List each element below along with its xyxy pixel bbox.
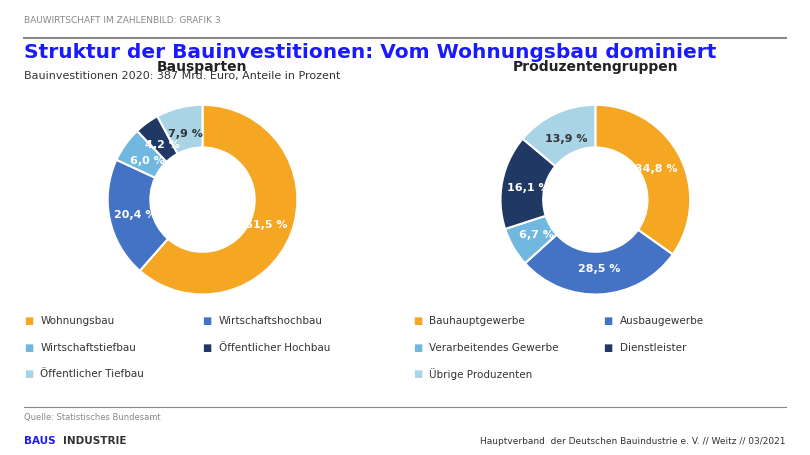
Wedge shape <box>108 161 168 271</box>
Text: ■: ■ <box>202 342 211 352</box>
Text: Bauhauptgewerbe: Bauhauptgewerbe <box>429 316 525 326</box>
Text: ■: ■ <box>603 342 612 352</box>
Text: BAUWIRTSCHAFT IM ZAHLENBILD: GRAFIK 3: BAUWIRTSCHAFT IM ZAHLENBILD: GRAFIK 3 <box>24 16 221 25</box>
Text: ■: ■ <box>603 316 612 326</box>
Text: ■: ■ <box>202 316 211 326</box>
Text: 6,7 %: 6,7 % <box>519 229 554 239</box>
Text: Dienstleister: Dienstleister <box>620 342 686 352</box>
Text: Wirtschaftstiefbau: Wirtschaftstiefbau <box>40 342 136 352</box>
Text: INDUSTRIE: INDUSTRIE <box>63 435 126 445</box>
Text: Hauptverband  der Deutschen Bauindustrie e. V. // Weitz // 03/2021: Hauptverband der Deutschen Bauindustrie … <box>480 436 786 445</box>
Title: Bausparten: Bausparten <box>157 60 248 74</box>
Wedge shape <box>522 106 595 167</box>
Text: 7,9 %: 7,9 % <box>168 129 203 139</box>
Text: Öffentlicher Tiefbau: Öffentlicher Tiefbau <box>40 369 144 379</box>
Wedge shape <box>525 230 673 295</box>
Wedge shape <box>501 139 556 229</box>
Text: 34,8 %: 34,8 % <box>635 164 677 174</box>
Text: Öffentlicher Hochbau: Öffentlicher Hochbau <box>219 342 330 352</box>
Text: 61,5 %: 61,5 % <box>245 219 288 229</box>
Text: Struktur der Bauinvestitionen: Vom Wohnungsbau dominiert: Struktur der Bauinvestitionen: Vom Wohnu… <box>24 43 717 62</box>
Text: Ausbaugewerbe: Ausbaugewerbe <box>620 316 704 326</box>
Wedge shape <box>140 106 297 295</box>
Text: Verarbeitendes Gewerbe: Verarbeitendes Gewerbe <box>429 342 559 352</box>
Text: ■: ■ <box>413 369 422 379</box>
Text: ■: ■ <box>24 369 33 379</box>
Text: ■: ■ <box>24 316 33 326</box>
Text: ■: ■ <box>24 342 33 352</box>
Text: 6,0 %: 6,0 % <box>130 156 164 166</box>
Wedge shape <box>117 131 167 178</box>
Wedge shape <box>595 106 690 255</box>
Wedge shape <box>505 216 556 264</box>
Text: 20,4 %: 20,4 % <box>114 209 157 219</box>
Text: ■: ■ <box>413 342 422 352</box>
Text: Bauinvestitionen 2020: 387 Mrd. Euro, Anteile in Prozent: Bauinvestitionen 2020: 387 Mrd. Euro, An… <box>24 71 341 81</box>
Text: BAUS: BAUS <box>24 435 56 445</box>
Wedge shape <box>157 106 202 154</box>
Text: 16,1 %: 16,1 % <box>507 182 550 192</box>
Text: 13,9 %: 13,9 % <box>545 133 588 143</box>
Text: ■: ■ <box>413 316 422 326</box>
Title: Produzentengruppen: Produzentengruppen <box>513 60 678 74</box>
Text: Wirtschaftshochbau: Wirtschaftshochbau <box>219 316 322 326</box>
Text: Wohnungsbau: Wohnungsbau <box>40 316 115 326</box>
Text: 4,2 %: 4,2 % <box>145 140 180 150</box>
Text: 28,5 %: 28,5 % <box>578 263 620 273</box>
Wedge shape <box>137 117 177 162</box>
Text: Quelle: Statistisches Bundesamt: Quelle: Statistisches Bundesamt <box>24 412 161 421</box>
Text: Übrige Produzenten: Übrige Produzenten <box>429 368 532 379</box>
